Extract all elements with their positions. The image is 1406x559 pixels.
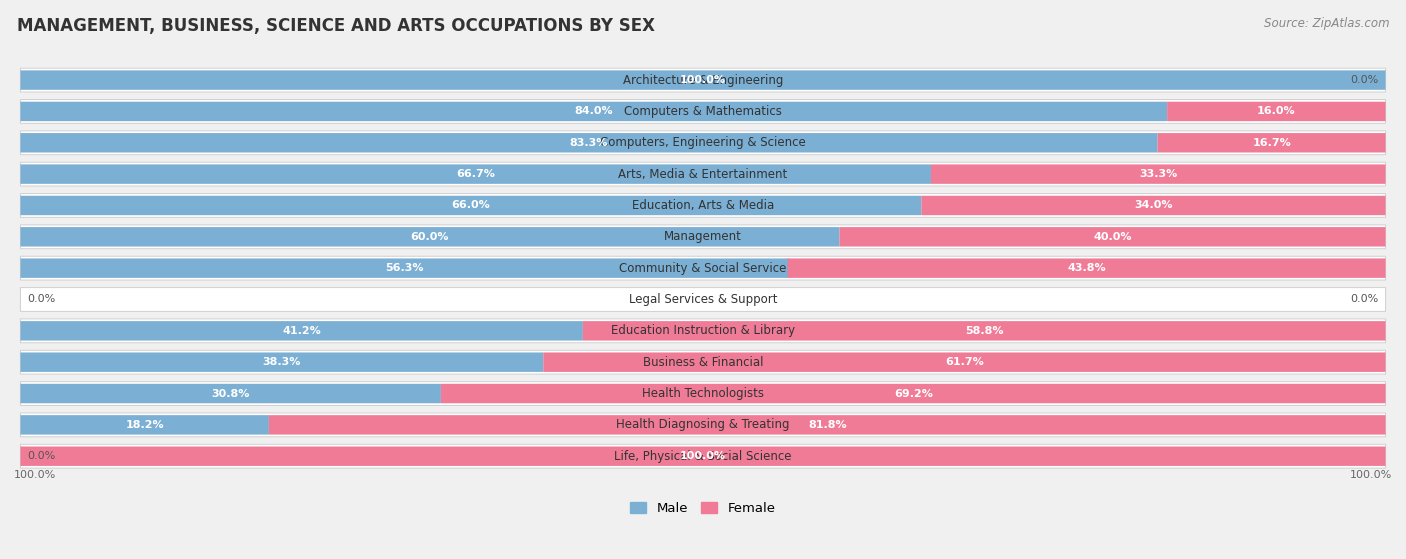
FancyBboxPatch shape [21,193,1385,217]
FancyBboxPatch shape [21,382,1385,405]
Text: 16.0%: 16.0% [1257,106,1296,116]
Text: 30.8%: 30.8% [211,389,250,399]
Text: Education, Arts & Media: Education, Arts & Media [631,199,775,212]
Text: Education Instruction & Library: Education Instruction & Library [612,324,794,337]
Text: Community & Social Service: Community & Social Service [619,262,787,274]
FancyBboxPatch shape [21,384,441,403]
Text: 0.0%: 0.0% [27,295,55,305]
Text: 0.0%: 0.0% [27,451,55,461]
FancyBboxPatch shape [21,225,1385,249]
Text: 60.0%: 60.0% [411,232,450,242]
FancyBboxPatch shape [21,133,1157,153]
FancyBboxPatch shape [839,227,1385,247]
Text: 81.8%: 81.8% [808,420,846,430]
Text: MANAGEMENT, BUSINESS, SCIENCE AND ARTS OCCUPATIONS BY SEX: MANAGEMENT, BUSINESS, SCIENCE AND ARTS O… [17,17,655,35]
Text: 41.2%: 41.2% [283,326,321,336]
FancyBboxPatch shape [21,102,1167,121]
Text: Legal Services & Support: Legal Services & Support [628,293,778,306]
Text: 100.0%: 100.0% [14,470,56,480]
Text: 61.7%: 61.7% [945,357,984,367]
FancyBboxPatch shape [1167,102,1385,121]
FancyBboxPatch shape [21,227,839,247]
Text: Business & Financial: Business & Financial [643,356,763,369]
FancyBboxPatch shape [21,447,1385,466]
Text: Computers & Mathematics: Computers & Mathematics [624,105,782,118]
Text: 69.2%: 69.2% [894,389,932,399]
Text: 84.0%: 84.0% [575,106,613,116]
FancyBboxPatch shape [21,68,1385,92]
FancyBboxPatch shape [21,353,543,372]
FancyBboxPatch shape [543,353,1385,372]
FancyBboxPatch shape [21,287,1385,311]
FancyBboxPatch shape [931,164,1385,184]
Text: 16.7%: 16.7% [1253,138,1291,148]
FancyBboxPatch shape [21,444,1385,468]
FancyBboxPatch shape [21,164,931,184]
FancyBboxPatch shape [441,384,1385,403]
Text: 34.0%: 34.0% [1135,201,1173,211]
Text: Management: Management [664,230,742,243]
Text: Source: ZipAtlas.com: Source: ZipAtlas.com [1264,17,1389,30]
FancyBboxPatch shape [21,415,269,434]
Text: 56.3%: 56.3% [385,263,425,273]
Text: 66.7%: 66.7% [457,169,495,179]
Text: Computers, Engineering & Science: Computers, Engineering & Science [600,136,806,149]
Text: 58.8%: 58.8% [965,326,1004,336]
FancyBboxPatch shape [21,319,1385,343]
FancyBboxPatch shape [583,321,1385,340]
Text: 43.8%: 43.8% [1067,263,1107,273]
Text: 66.0%: 66.0% [451,201,491,211]
FancyBboxPatch shape [787,258,1385,278]
Text: Arts, Media & Entertainment: Arts, Media & Entertainment [619,168,787,181]
FancyBboxPatch shape [21,70,1385,90]
FancyBboxPatch shape [21,256,1385,280]
Text: 33.3%: 33.3% [1139,169,1177,179]
FancyBboxPatch shape [21,258,789,278]
Text: 40.0%: 40.0% [1094,232,1132,242]
Text: Life, Physical & Social Science: Life, Physical & Social Science [614,449,792,463]
FancyBboxPatch shape [21,321,583,340]
FancyBboxPatch shape [21,100,1385,124]
Text: 100.0%: 100.0% [1350,470,1392,480]
Text: 38.3%: 38.3% [263,357,301,367]
FancyBboxPatch shape [21,131,1385,155]
FancyBboxPatch shape [21,350,1385,374]
Text: Health Diagnosing & Treating: Health Diagnosing & Treating [616,418,790,432]
Text: 0.0%: 0.0% [1351,75,1379,85]
FancyBboxPatch shape [921,196,1385,215]
FancyBboxPatch shape [1157,133,1385,153]
FancyBboxPatch shape [21,162,1385,186]
Text: 18.2%: 18.2% [125,420,165,430]
Text: Architecture & Engineering: Architecture & Engineering [623,74,783,87]
FancyBboxPatch shape [269,415,1385,434]
Text: Health Technologists: Health Technologists [643,387,763,400]
Text: 83.3%: 83.3% [569,138,609,148]
Text: 0.0%: 0.0% [1351,295,1379,305]
Legend: Male, Female: Male, Female [626,496,780,520]
Text: 100.0%: 100.0% [681,451,725,461]
FancyBboxPatch shape [21,413,1385,437]
FancyBboxPatch shape [21,196,921,215]
Text: 100.0%: 100.0% [681,75,725,85]
